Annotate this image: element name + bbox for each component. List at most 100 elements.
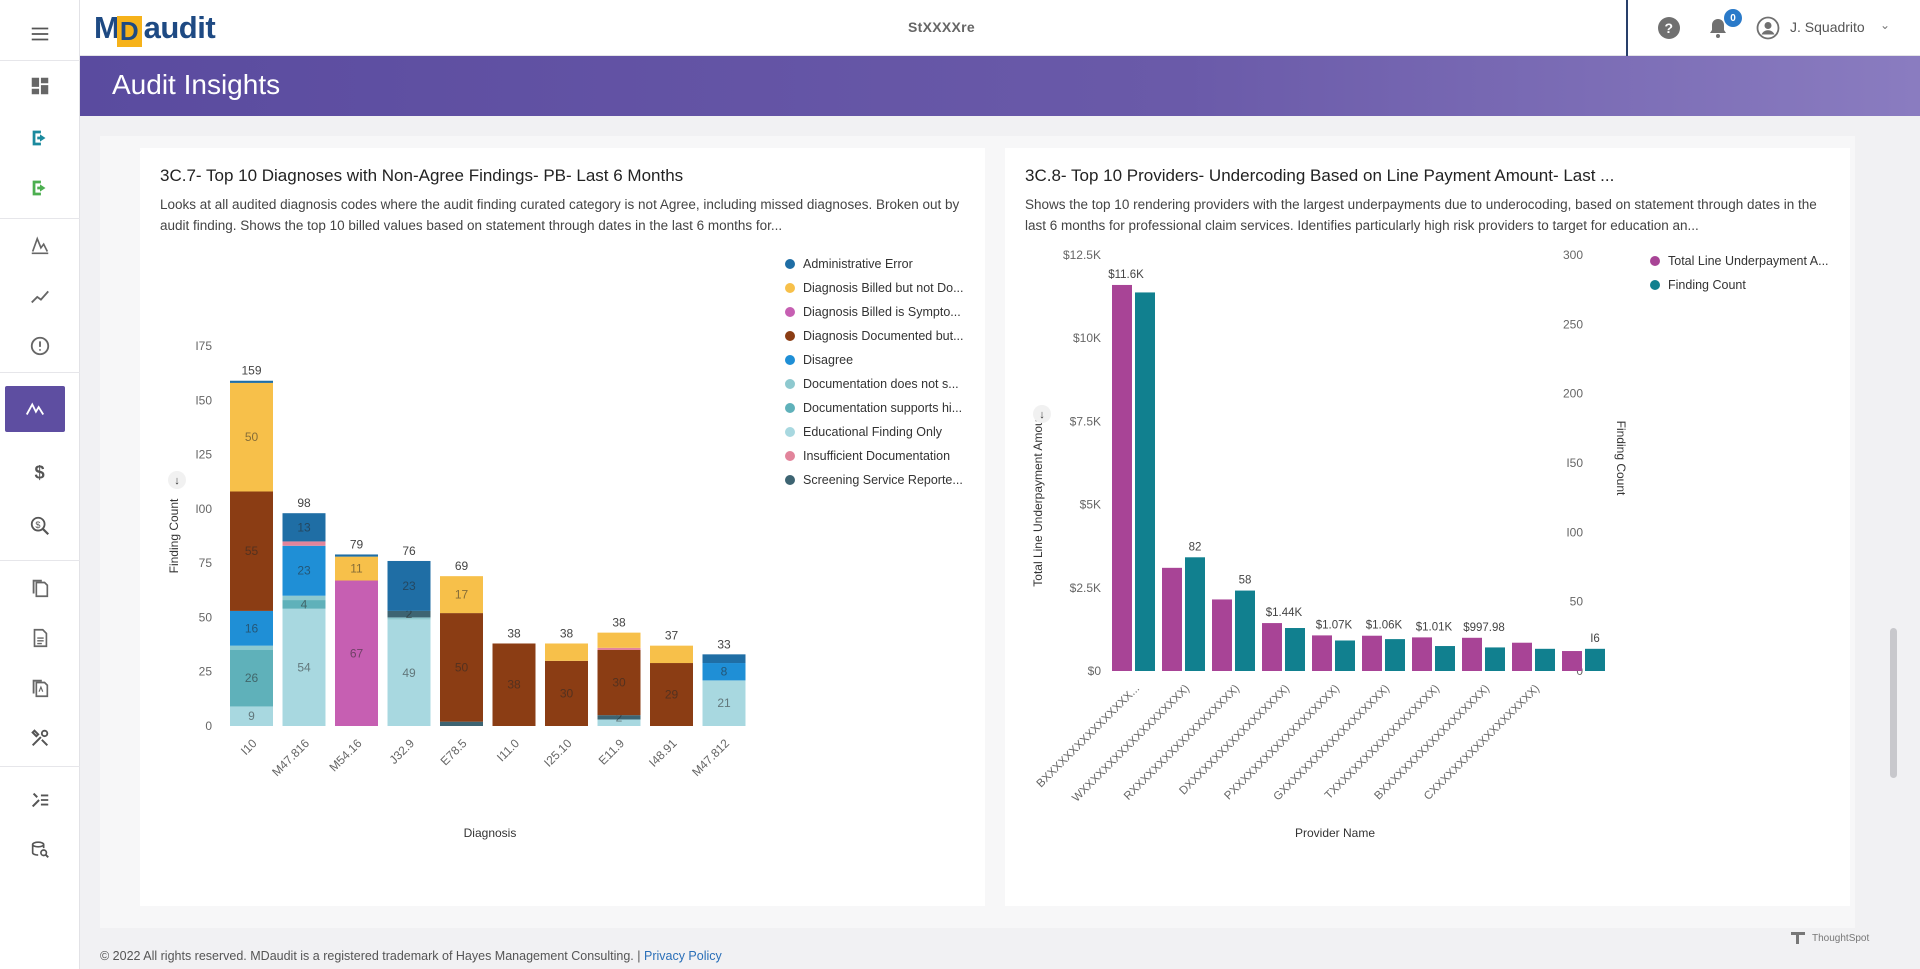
- sort-arrow-icon[interactable]: ↓: [1033, 405, 1051, 423]
- tools-icon[interactable]: [0, 718, 80, 758]
- user-name[interactable]: J. Squadrito: [1790, 19, 1865, 35]
- bar-segment[interactable]: [597, 650, 641, 716]
- alert-icon[interactable]: [0, 326, 80, 366]
- document-icon[interactable]: [0, 618, 80, 658]
- legend-swatch[interactable]: [785, 427, 795, 437]
- finding-count-bar[interactable]: [1435, 646, 1455, 671]
- finding-count-bar[interactable]: [1585, 648, 1605, 671]
- bar-segment[interactable]: [335, 556, 378, 581]
- finding-count-bar[interactable]: [1185, 557, 1205, 671]
- dashboard-icon[interactable]: [0, 66, 80, 106]
- bar-segment[interactable]: [387, 619, 431, 726]
- bar-segment[interactable]: [440, 576, 483, 614]
- legend-label[interactable]: Screening Service Reporte...: [803, 473, 963, 487]
- finding-count-bar[interactable]: [1535, 648, 1555, 671]
- pdf-document-icon[interactable]: [0, 668, 80, 708]
- underpayment-bar[interactable]: [1412, 637, 1432, 671]
- bar-segment[interactable]: [492, 643, 536, 726]
- bar-segment[interactable]: [282, 595, 326, 601]
- legend-label[interactable]: Insufficient Documentation: [803, 449, 950, 463]
- bar-segment[interactable]: [702, 663, 746, 681]
- help-icon[interactable]: ?: [1657, 16, 1681, 40]
- bar-segment[interactable]: [650, 645, 693, 664]
- bar-segment[interactable]: [230, 650, 273, 707]
- sort-arrow-icon[interactable]: ↓: [168, 471, 186, 489]
- bar-segment[interactable]: [387, 617, 431, 620]
- bar-segment[interactable]: [282, 600, 326, 609]
- bar-segment[interactable]: [282, 608, 326, 726]
- line-chart-icon[interactable]: [0, 276, 80, 316]
- area-chart-icon[interactable]: [0, 226, 80, 266]
- legend-label[interactable]: Educational Finding Only: [803, 425, 943, 439]
- legend-label[interactable]: Disagree: [803, 353, 853, 367]
- bar-segment[interactable]: [597, 719, 641, 726]
- dollar-search-icon[interactable]: $: [0, 506, 80, 546]
- bar-segment[interactable]: [545, 643, 588, 661]
- bar-segment[interactable]: [282, 541, 326, 546]
- underpayment-bar[interactable]: [1262, 623, 1282, 671]
- legend-swatch[interactable]: [785, 403, 795, 413]
- card-title[interactable]: 3C.7- Top 10 Diagnoses with Non-Agree Fi…: [160, 166, 684, 185]
- sign-out-green-icon[interactable]: [0, 168, 80, 208]
- legend-swatch[interactable]: [785, 475, 795, 485]
- legend-swatch[interactable]: [785, 259, 795, 269]
- underpayment-bar[interactable]: [1562, 651, 1582, 671]
- bar-segment[interactable]: [702, 654, 746, 664]
- bar-segment[interactable]: [597, 647, 641, 650]
- legend-label[interactable]: Documentation supports hi...: [803, 401, 962, 415]
- legend-swatch[interactable]: [785, 283, 795, 293]
- bar-segment[interactable]: [702, 680, 746, 726]
- legend-swatch[interactable]: [785, 379, 795, 389]
- legend-label[interactable]: Administrative Error: [803, 257, 913, 271]
- card-title[interactable]: 3C.8- Top 10 Providers- Undercoding Base…: [1025, 166, 1615, 185]
- underpayment-bar[interactable]: [1512, 642, 1532, 671]
- underpayment-bar[interactable]: [1112, 284, 1132, 671]
- settings-list-icon[interactable]: [0, 780, 80, 820]
- legend-swatch[interactable]: [785, 307, 795, 317]
- user-avatar-icon[interactable]: [1756, 16, 1780, 40]
- bar-segment[interactable]: [597, 632, 641, 648]
- finding-count-bar[interactable]: [1335, 640, 1355, 671]
- underpayment-bar[interactable]: [1362, 635, 1382, 671]
- bar-segment[interactable]: [440, 613, 483, 722]
- notification-bell-icon[interactable]: [1706, 16, 1730, 40]
- legend-label[interactable]: Diagnosis Billed but not Do...: [803, 281, 964, 295]
- bar-segment[interactable]: [335, 580, 378, 726]
- underpayment-bar[interactable]: [1462, 637, 1482, 671]
- legend-swatch[interactable]: [785, 355, 795, 365]
- bar-segment[interactable]: [230, 610, 273, 646]
- finding-count-bar[interactable]: [1385, 639, 1405, 671]
- bar-segment[interactable]: [597, 715, 641, 720]
- copy-document-icon[interactable]: [0, 568, 80, 608]
- underpayment-bar[interactable]: [1212, 599, 1232, 671]
- bar-segment[interactable]: [230, 382, 273, 492]
- bar-segment[interactable]: [335, 554, 378, 557]
- bar-segment[interactable]: [230, 645, 273, 650]
- legend-label[interactable]: Documentation does not s...: [803, 377, 959, 391]
- finding-count-bar[interactable]: [1285, 628, 1305, 671]
- legend-label[interactable]: Diagnosis Billed is Sympto...: [803, 305, 961, 319]
- insights-icon[interactable]: [5, 386, 65, 432]
- bar-segment[interactable]: [282, 545, 326, 596]
- bar-segment[interactable]: [230, 491, 273, 611]
- sign-out-icon[interactable]: [0, 118, 80, 158]
- bar-segment[interactable]: [282, 513, 326, 542]
- privacy-policy-link[interactable]: Privacy Policy: [643, 949, 722, 963]
- bar-segment[interactable]: [650, 663, 693, 726]
- legend-label[interactable]: Finding Count: [1668, 278, 1746, 292]
- underpayment-bar[interactable]: [1162, 567, 1182, 671]
- database-search-icon[interactable]: [0, 830, 80, 870]
- legend-label[interactable]: Diagnosis Documented but...: [803, 329, 964, 343]
- bar-segment[interactable]: [387, 560, 431, 611]
- scrollbar[interactable]: [1890, 628, 1897, 778]
- legend-swatch[interactable]: [1650, 280, 1660, 290]
- legend-swatch[interactable]: [785, 331, 795, 341]
- bar-segment[interactable]: [545, 660, 588, 726]
- finding-count-bar[interactable]: [1485, 647, 1505, 671]
- bar-segment[interactable]: [230, 380, 273, 383]
- legend-swatch[interactable]: [785, 451, 795, 461]
- underpayment-bar[interactable]: [1312, 635, 1332, 671]
- menu-icon[interactable]: [0, 14, 80, 54]
- finding-count-bar[interactable]: [1135, 292, 1155, 671]
